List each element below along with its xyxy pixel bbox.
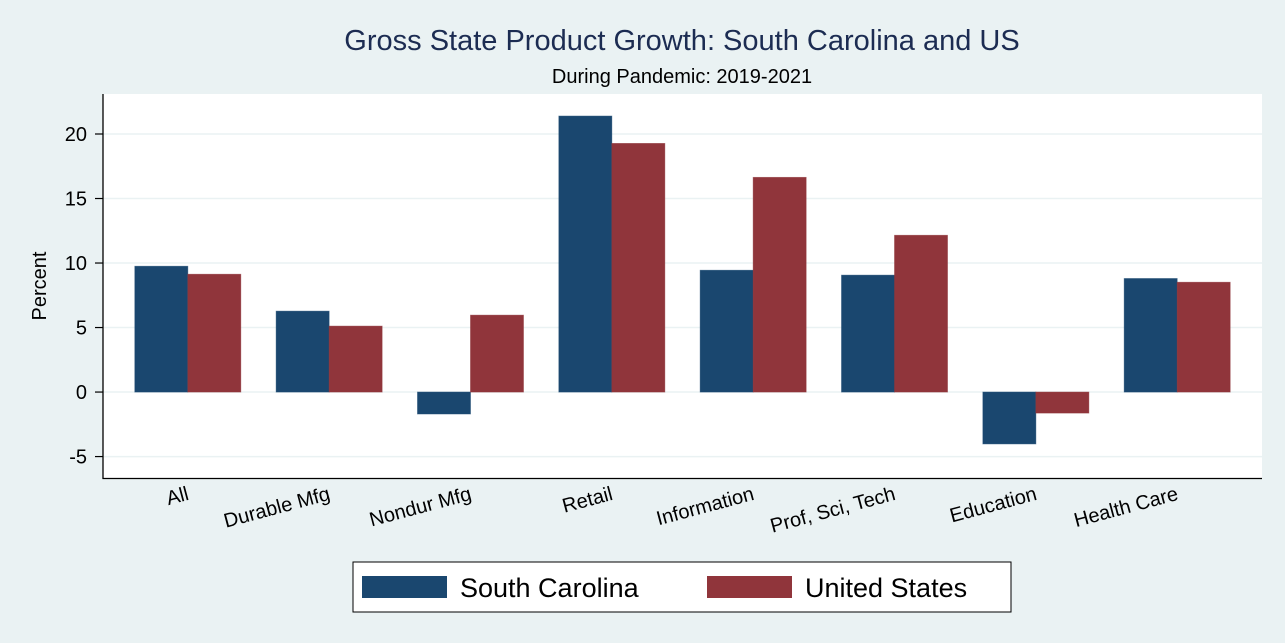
- bar-south-carolina: [417, 391, 471, 415]
- x-category-label: Prof, Sci, Tech: [768, 483, 898, 538]
- legend-label-united-states: United States: [805, 573, 967, 603]
- y-tick-label: 15: [65, 189, 87, 211]
- chart-title: Gross State Product Growth: South Caroli…: [344, 25, 1019, 57]
- y-tick-label: -5: [69, 447, 87, 469]
- x-category-label: All: [164, 483, 191, 510]
- legend-swatch-united-states: [707, 576, 792, 598]
- bar-south-carolina: [275, 310, 330, 393]
- y-tick-label: 5: [76, 318, 87, 340]
- plot-area: [103, 94, 1262, 478]
- x-category-label: Health Care: [1072, 483, 1181, 532]
- legend-label-south-carolina: South Carolina: [460, 573, 640, 603]
- legend-swatch-south-carolina: [362, 576, 447, 598]
- bar-united-states: [470, 314, 524, 393]
- y-tick-label: 10: [65, 253, 87, 275]
- bar-united-states: [611, 143, 666, 393]
- legend-box: [352, 561, 1012, 613]
- x-category-label: Information: [654, 483, 756, 530]
- bars: [134, 115, 1231, 445]
- bar-south-carolina: [1123, 278, 1178, 393]
- bar-south-carolina: [699, 269, 754, 393]
- bar-south-carolina: [558, 115, 613, 393]
- x-axis-category-labels: All Durable Mfg Nondur Mfg Retail Informatio…: [164, 483, 1181, 538]
- bar-united-states: [752, 176, 807, 393]
- y-axis-ticks: -5 0 5 10 15 20: [65, 124, 103, 469]
- y-tick-label: 0: [76, 382, 87, 404]
- bar-south-carolina: [134, 265, 189, 393]
- bar-united-states: [187, 273, 242, 393]
- chart-subtitle: During Pandemic: 2019-2021: [552, 66, 812, 88]
- bar-united-states: [328, 325, 383, 393]
- bar-united-states: [1176, 281, 1231, 393]
- x-category-label: Nondur Mfg: [367, 483, 474, 531]
- bar-united-states: [894, 234, 948, 393]
- legend: South Carolina United States: [352, 561, 1012, 613]
- x-category-label: Education: [948, 483, 1040, 527]
- bar-united-states: [1035, 391, 1090, 414]
- y-tick-label: 20: [65, 124, 87, 146]
- x-category-label: Retail: [560, 483, 615, 517]
- bar-south-carolina: [982, 391, 1037, 445]
- bar-south-carolina: [841, 274, 895, 393]
- y-axis-title: Percent: [29, 251, 51, 320]
- x-category-label: Durable Mfg: [222, 483, 333, 532]
